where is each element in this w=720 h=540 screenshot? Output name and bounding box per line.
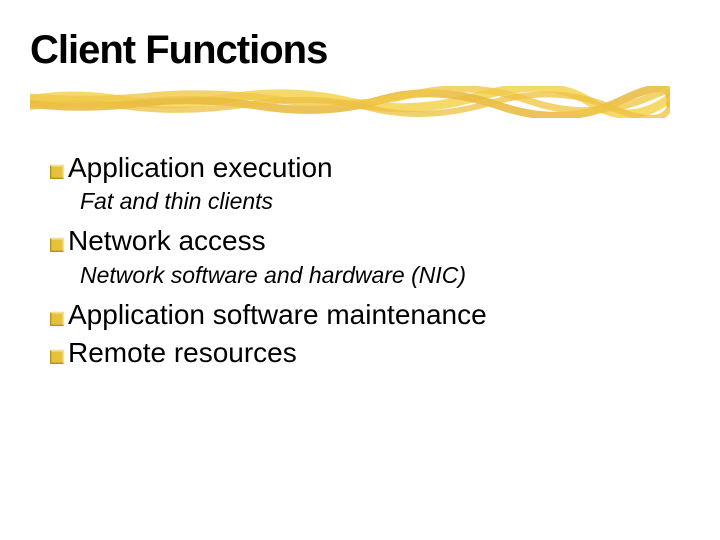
bullet-label: Application execution bbox=[68, 150, 333, 186]
slide-content: Application execution Fat and thin clien… bbox=[48, 150, 487, 374]
slide-title: Client Functions bbox=[30, 28, 327, 73]
title-underline bbox=[30, 86, 670, 118]
sub-label: Fat and thin clients bbox=[80, 188, 273, 214]
bullet-label: Remote resources bbox=[68, 335, 297, 371]
sub-label: Network software and hardware (NIC) bbox=[80, 262, 466, 288]
bullet-icon bbox=[48, 163, 66, 181]
bullet-item: Remote resources bbox=[48, 335, 487, 371]
bullet-item: Application execution bbox=[48, 150, 487, 186]
bullet-icon bbox=[48, 310, 66, 328]
bullet-subtext: Network software and hardware (NIC) bbox=[80, 262, 487, 289]
bullet-label: Network access bbox=[68, 223, 266, 259]
bullet-item: Network access bbox=[48, 223, 487, 259]
bullet-label: Application software maintenance bbox=[68, 297, 487, 333]
bullet-icon bbox=[48, 348, 66, 366]
bullet-item: Application software maintenance bbox=[48, 297, 487, 333]
bullet-subtext: Fat and thin clients bbox=[80, 188, 487, 215]
bullet-icon bbox=[48, 236, 66, 254]
